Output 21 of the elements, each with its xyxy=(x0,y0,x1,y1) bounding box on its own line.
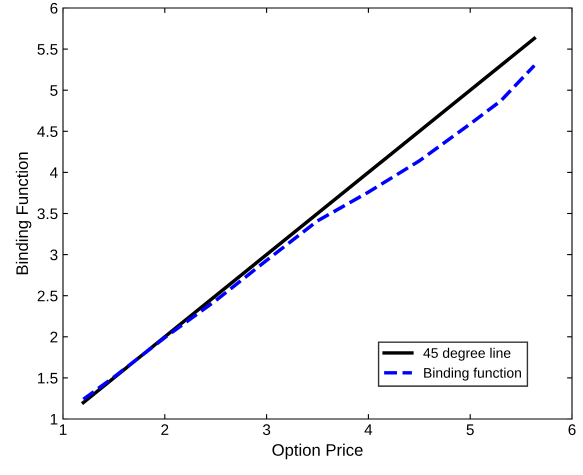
y-tick-label: 1 xyxy=(50,414,58,425)
y-tick-label: 3.5 xyxy=(37,208,58,220)
x-tick-label: 3 xyxy=(262,424,270,436)
x-tick-label: 2 xyxy=(161,424,168,435)
x-axis-title: Option Price xyxy=(272,444,363,460)
y-tick-label: 4 xyxy=(50,167,58,178)
y-axis-title: Binding Function xyxy=(16,152,32,274)
y-tick-label: 2 xyxy=(50,332,58,342)
y-tick-label: 5.5 xyxy=(38,44,58,55)
y-tick-label: 2.5 xyxy=(38,290,58,302)
x-tick-label: 6 xyxy=(568,424,576,436)
y-tick-label: 5 xyxy=(50,85,58,96)
x-tick-label: 4 xyxy=(364,424,372,435)
x-tick-label: 5 xyxy=(466,424,474,436)
x-tick-label: 1 xyxy=(60,424,67,435)
legend-label: 45 degree line xyxy=(423,348,510,361)
legend-label: Binding function xyxy=(424,368,521,381)
y-tick-label: 6 xyxy=(50,2,58,14)
y-tick-label: 1.5 xyxy=(38,372,58,384)
y-tick-label: 4.5 xyxy=(37,126,58,137)
y-tick-label: 3 xyxy=(50,249,58,260)
